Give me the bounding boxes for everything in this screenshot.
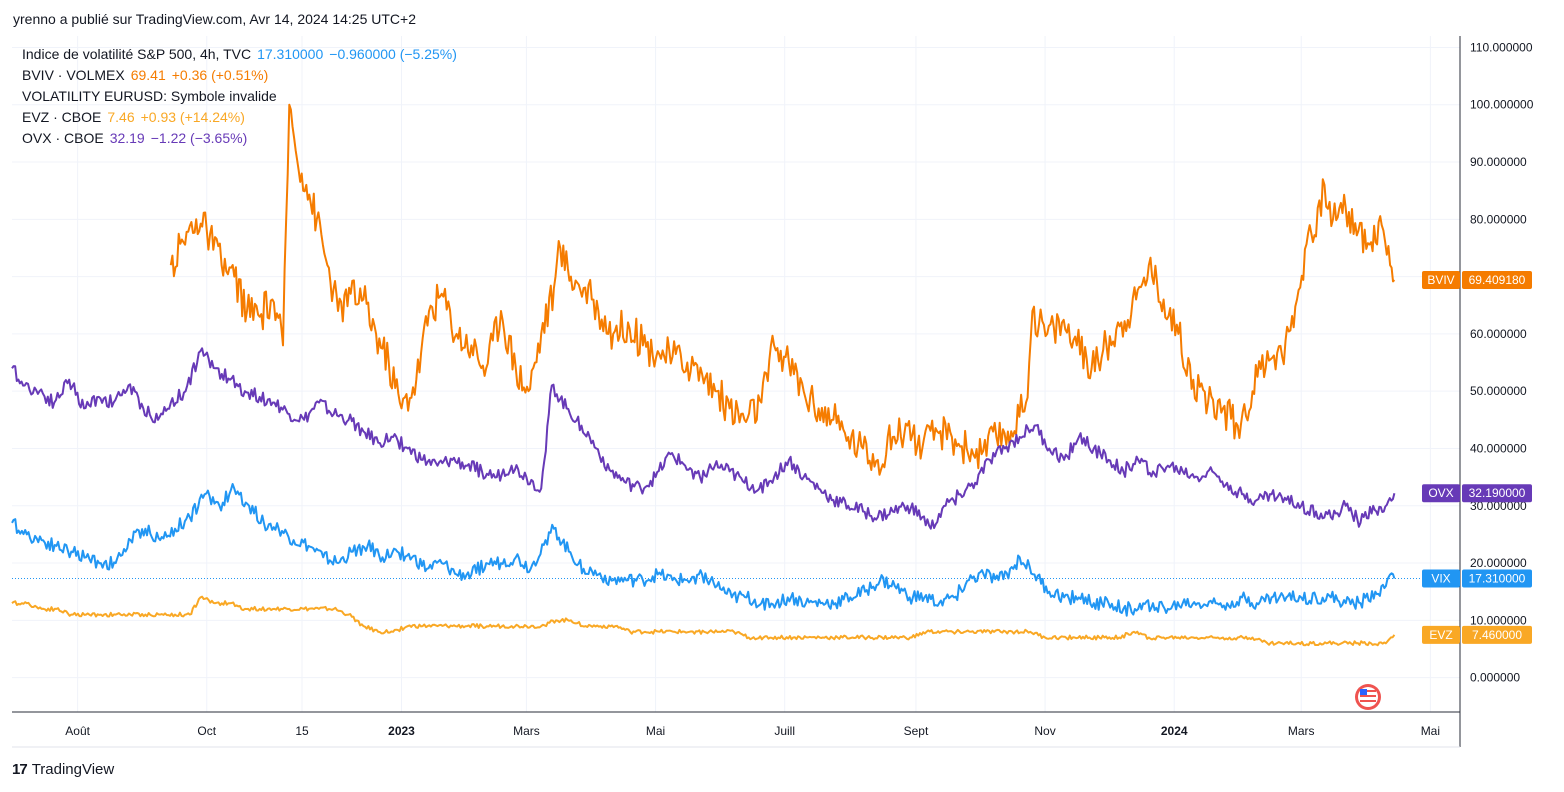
series-lines	[11, 103, 1460, 647]
legend-change: −1.22 (−3.65%)	[150, 130, 248, 146]
legend-value: 69.41	[130, 67, 166, 83]
x-tick-label: Mars	[1288, 724, 1315, 738]
publisher-header: yrenno a publié sur TradingView.com, Avr…	[13, 11, 417, 27]
series-line-vix	[11, 483, 1396, 617]
y-tick-label: 40.000000	[1470, 441, 1527, 455]
last-label-vix: VIX 17.310000	[1422, 569, 1532, 588]
legend-row-ovx[interactable]: OVX · CBOE 32.19 −1.22 (−3.65%)	[22, 128, 457, 149]
us-flag-icon	[1355, 684, 1381, 710]
series-value-tag	[1462, 625, 1532, 644]
series-tag-text: OVX	[1428, 486, 1453, 500]
x-tick-label: 2023	[388, 724, 415, 738]
x-tick-label: Mars	[513, 724, 540, 738]
series-tag	[1422, 625, 1460, 644]
y-tick-label: 90.000000	[1470, 155, 1527, 169]
legend-name: BVIV · VOLMEX	[22, 67, 125, 83]
x-tick-label: Mai	[646, 724, 665, 738]
tradingview-logo-icon: 17	[12, 761, 28, 778]
last-label-bviv: BVIV 69.409180	[1422, 270, 1532, 289]
series-tag	[1422, 484, 1460, 503]
chart-legend: Indice de volatilité S&P 500, 4h, TVC 17.…	[22, 44, 457, 149]
series-value-tag	[1462, 270, 1532, 289]
legend-name: EVZ · CBOE	[22, 109, 102, 125]
legend-row-bviv[interactable]: BVIV · VOLMEX 69.41 +0.36 (+0.51%)	[22, 65, 457, 86]
series-line-ovx	[11, 347, 1396, 530]
legend-row-evz[interactable]: EVZ · CBOE 7.46 +0.93 (+14.24%)	[22, 107, 457, 128]
legend-change: +0.93 (+14.24%)	[140, 109, 245, 125]
legend-change: +0.36 (+0.51%)	[171, 67, 269, 83]
x-tick-label: Juill	[774, 724, 795, 738]
x-tick-label: Mai	[1421, 724, 1440, 738]
y-tick-label: 60.000000	[1470, 327, 1527, 341]
last-label-ovx: OVX 32.190000	[1422, 484, 1532, 503]
x-tick-label: Nov	[1034, 724, 1055, 738]
x-tick-label: Sept	[904, 724, 929, 738]
series-tag-text: EVZ	[1429, 628, 1452, 642]
legend-row-eurusd[interactable]: VOLATILITY EURUSD: Symbole invalide	[22, 86, 457, 107]
y-tick-label: 80.000000	[1470, 212, 1527, 226]
legend-value: 17.310000	[257, 46, 324, 62]
x-tick-label: Août	[65, 724, 90, 738]
x-tick-label: Oct	[197, 724, 216, 738]
y-tick-label: 100.000000	[1470, 98, 1534, 112]
y-tick-label: 50.000000	[1470, 384, 1527, 398]
legend-name: Indice de volatilité S&P 500, 4h, TVC	[22, 46, 252, 62]
tradingview-footer[interactable]: 17 TradingView	[12, 761, 114, 778]
series-tag-text: BVIV	[1427, 273, 1454, 287]
series-value-tag	[1462, 484, 1532, 503]
last-label-evz: EVZ 7.460000	[1422, 625, 1532, 644]
series-value-text: 17.310000	[1469, 571, 1526, 585]
y-tick-label: 0.000000	[1470, 671, 1520, 685]
series-value-tag	[1462, 569, 1532, 588]
x-axis-ticks: Août Oct 15 2023 Mars Mai Juill Sept Nov 2024 Mars…	[65, 724, 1440, 738]
legend-row-vix[interactable]: Indice de volatilité S&P 500, 4h, TVC 17.…	[22, 44, 457, 65]
legend-change: −0.960000 (−5.25%)	[329, 46, 457, 62]
legend-value: 32.19	[109, 130, 145, 146]
y-tick-label: 110.000000	[1470, 40, 1533, 54]
x-tick-label: 15	[295, 724, 309, 738]
series-value-text: 7.460000	[1472, 628, 1522, 642]
y-tick-label: 20.000000	[1470, 556, 1527, 570]
series-tag-text: VIX	[1431, 571, 1450, 585]
series-tag	[1422, 270, 1460, 289]
series-tag	[1422, 569, 1460, 588]
legend-value: 7.46	[107, 109, 135, 125]
legend-name: OVX · CBOE	[22, 130, 104, 146]
x-tick-label: 2024	[1161, 724, 1188, 738]
y-tick-label: 30.000000	[1470, 499, 1527, 513]
footer-brand: TradingView	[31, 761, 115, 778]
y-axis-ticks: 0.000000 10.000000 20.000000 30.000000 40.00…	[1470, 40, 1534, 684]
y-tick-label: 10.000000	[1470, 613, 1527, 627]
legend-name: VOLATILITY EURUSD: Symbole invalide	[22, 88, 277, 104]
series-value-text: 32.190000	[1469, 486, 1526, 500]
series-value-text: 69.409180	[1469, 273, 1526, 287]
series-line-bviv	[169, 103, 1396, 476]
last-value-labels: BVIV 69.409180 OVX 32.190000 VIX 17.310000 EVZ…	[1422, 270, 1532, 644]
series-line-evz	[11, 595, 1396, 647]
